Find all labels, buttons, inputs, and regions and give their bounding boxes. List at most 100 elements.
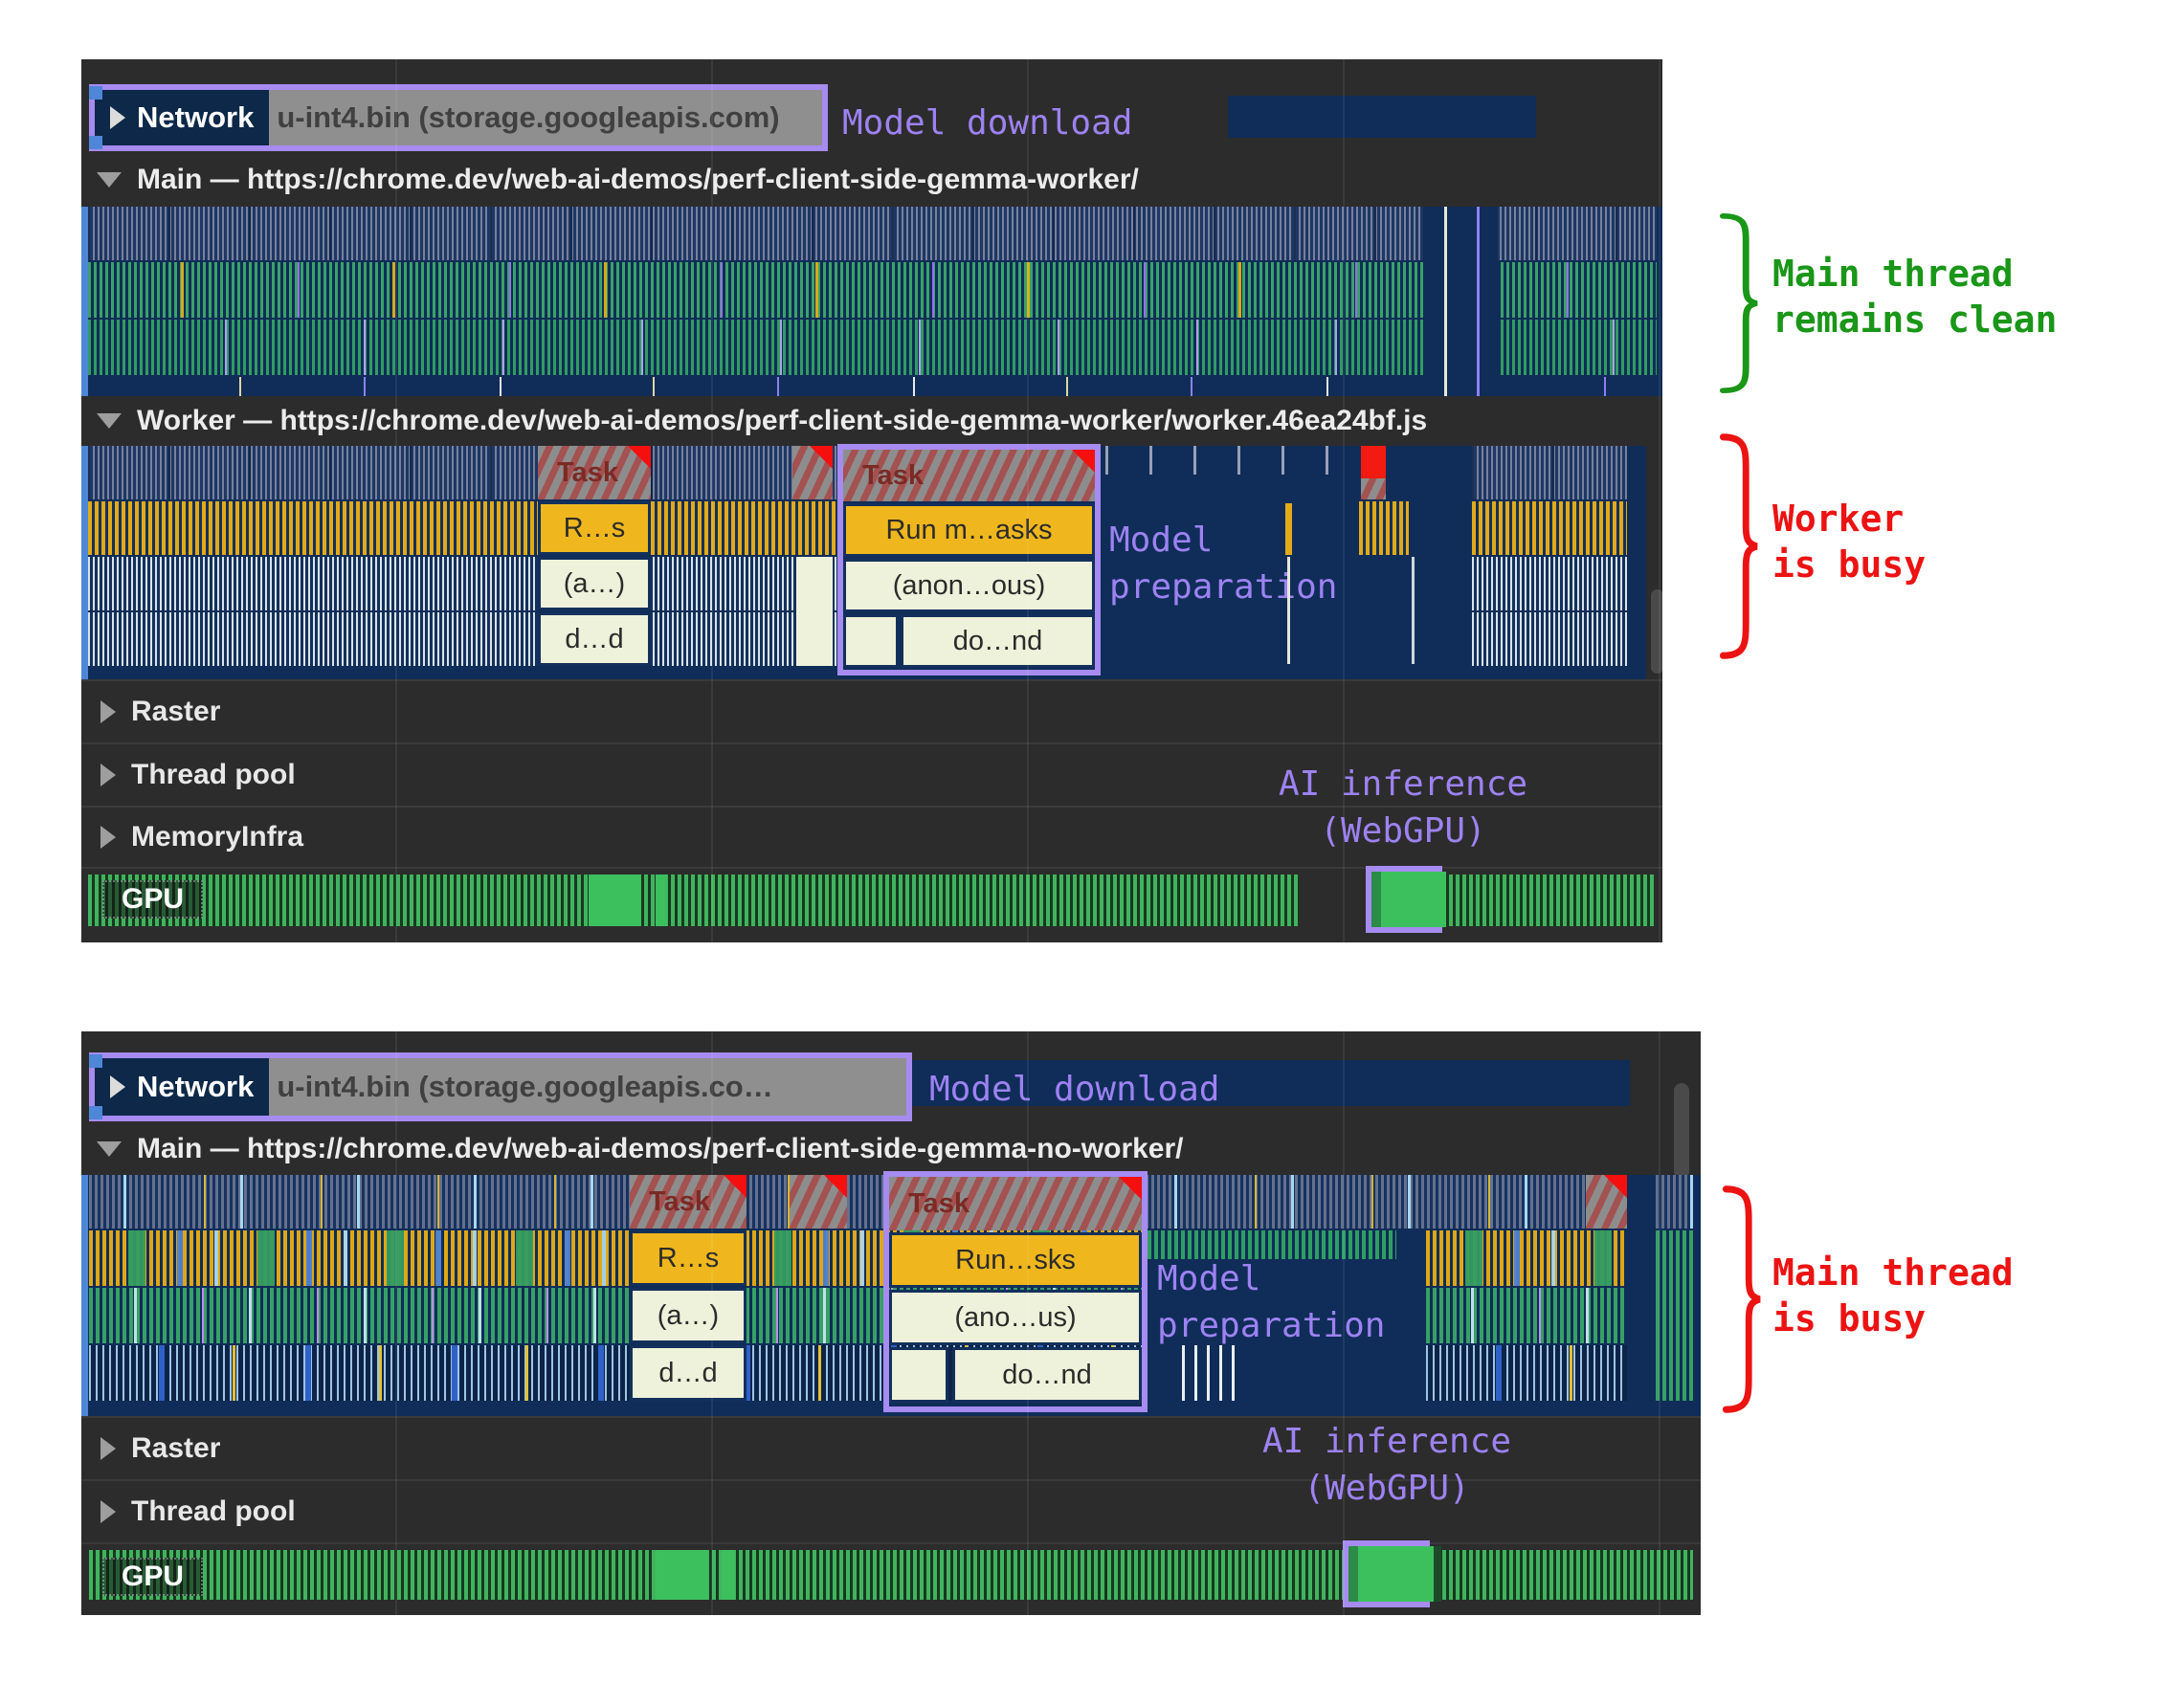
main-stripes-row1[interactable] [89, 1175, 1627, 1229]
gpu-activity-bar[interactable] [1442, 875, 1655, 926]
gpu-activity-bar[interactable] [89, 1550, 1693, 1600]
worker-stripes-row3[interactable] [1472, 557, 1627, 610]
long-task-block[interactable]: Task [630, 1175, 747, 1229]
worker-stripes-row3[interactable] [88, 557, 843, 610]
long-task-block-small[interactable] [790, 1175, 847, 1229]
expand-triangle-icon[interactable] [100, 764, 116, 786]
network-request-bar[interactable] [1228, 96, 1536, 138]
worker-stripes-row2[interactable] [88, 501, 843, 555]
network-track-selection-box[interactable]: Network u-int4.bin (storage.googleapis.c… [88, 84, 828, 151]
raster-track[interactable]: Raster [81, 1416, 1701, 1479]
ai-inference-callout: AI inference (WebGPU) [1261, 1422, 1512, 1508]
task-label: Task [557, 456, 618, 488]
scrollbar-thumb[interactable] [1674, 1083, 1689, 1179]
worker-cream-cell[interactable] [796, 557, 833, 666]
white-tick [1287, 557, 1290, 664]
do-fn-bar[interactable]: d…d [630, 1345, 747, 1401]
collapse-triangle-icon[interactable] [97, 1141, 122, 1157]
gpu-track[interactable]: GPU [81, 1540, 1701, 1609]
selected-task-popup[interactable]: Task Run m…asks (anon…ous) do…nd [837, 444, 1101, 675]
gpu-track[interactable]: GPU [81, 866, 1662, 933]
do-fn-bar[interactable]: do…nd [901, 614, 1095, 668]
main-thread-header[interactable]: Main — https://chrome.dev/web-ai-demos/p… [81, 153, 1662, 207]
network-track-selection-box[interactable]: Network u-int4.bin (storage.googleapis.c… [88, 1052, 912, 1121]
expand-triangle-icon[interactable] [110, 106, 125, 129]
main-stripes-row1[interactable] [1656, 1175, 1693, 1229]
white-tick [1412, 557, 1415, 664]
long-task-block[interactable]: Task [538, 446, 651, 499]
long-task-block[interactable]: Task [843, 450, 1095, 501]
worker-stripes-row2[interactable] [1472, 501, 1627, 555]
worker-stripes-row4[interactable] [1472, 612, 1627, 666]
thread-pool-track[interactable]: Thread pool [81, 742, 1662, 806]
main-thread-header[interactable]: Main — https://chrome.dev/web-ai-demos/p… [81, 1123, 1701, 1175]
gpu-solid-block[interactable] [656, 1550, 708, 1600]
expand-triangle-icon[interactable] [100, 1500, 116, 1523]
collapse-triangle-icon[interactable] [97, 413, 122, 429]
network-request-name: u-int4.bin (storage.googleapis.com) [277, 100, 780, 134]
collapse-triangle-icon[interactable] [97, 172, 122, 188]
anonymous-fn-bar[interactable]: (a…) [630, 1288, 747, 1343]
worker-thread-header[interactable]: Worker — https://chrome.dev/web-ai-demos… [81, 396, 1662, 446]
thread-pool-track[interactable]: Thread pool [81, 1479, 1701, 1542]
gpu-solid-block[interactable] [722, 1550, 735, 1600]
main-activity-stripes-row1[interactable] [88, 207, 1657, 260]
network-request-bar[interactable] [912, 1060, 1630, 1106]
main-activity-stripes-row3[interactable] [88, 320, 1657, 375]
main-thread-clean-note: Main thread remains clean [1772, 253, 2058, 341]
run-tasks-bar[interactable]: Run…sks [889, 1232, 1142, 1288]
blank-fn-bar[interactable] [843, 614, 899, 668]
long-task-block-small[interactable] [792, 446, 833, 499]
run-tasks-bar[interactable]: Run m…asks [843, 503, 1095, 557]
network-track-toggle[interactable]: Network [88, 1054, 270, 1119]
blank-fn-bar[interactable] [889, 1347, 948, 1403]
brace-icon [1719, 212, 1758, 394]
anonymous-fn-bar[interactable]: (anon…ous) [843, 559, 1095, 612]
run-tasks-bar[interactable]: R…s [538, 501, 651, 555]
anonymous-fn-bar[interactable]: (ano…us) [889, 1290, 1142, 1345]
worker-stripes-row1[interactable] [1472, 446, 1627, 499]
white-ticks [1182, 1345, 1241, 1401]
gpu-inference-block[interactable] [1348, 1546, 1441, 1602]
gpu-activity-bar[interactable] [88, 875, 1299, 926]
ai-inference-selection-box[interactable] [1343, 1540, 1441, 1607]
brace-icon [1722, 1185, 1761, 1413]
gpu-solid-block[interactable] [656, 875, 667, 926]
expand-triangle-icon[interactable] [110, 1075, 125, 1098]
raster-track[interactable]: Raster [81, 679, 1662, 742]
do-fn-bar[interactable]: d…d [538, 612, 651, 666]
main-thread-flame-chart[interactable]: Model preparation Task R…s (a…) d…d Task… [81, 1171, 1701, 1416]
gpu-track-label: GPU [102, 880, 204, 919]
selected-task-popup[interactable]: Task Run…sks (ano…us) do…nd [883, 1171, 1148, 1412]
anonymous-fn-bar[interactable]: (a…) [538, 557, 651, 610]
memory-infra-track[interactable]: MemoryInfra [81, 806, 1662, 867]
raster-track-label: Raster [131, 696, 221, 727]
gpu-inference-block[interactable] [1371, 872, 1446, 927]
gpu-solid-block[interactable] [589, 875, 641, 926]
main-thread-flame-chart[interactable] [81, 207, 1662, 396]
run-tasks-bar[interactable]: R…s [630, 1230, 747, 1286]
network-track-toggle[interactable]: Network [88, 86, 270, 149]
scrollbar-thumb[interactable] [1651, 589, 1662, 674]
long-task-block-small[interactable] [1586, 1175, 1627, 1229]
thread-pool-track-label: Thread pool [131, 1495, 296, 1527]
worker-stripes-row4[interactable] [88, 612, 843, 666]
expand-triangle-icon[interactable] [100, 700, 116, 723]
main-activity-stripes-row2[interactable] [88, 262, 1657, 318]
expand-triangle-icon[interactable] [100, 826, 116, 849]
ai-inference-selection-box[interactable] [1366, 866, 1446, 933]
worker-stripes-row1[interactable] [88, 446, 843, 499]
main-stripes-right-edge[interactable] [1656, 1230, 1693, 1401]
main-stripes-row4[interactable] [1426, 1345, 1627, 1401]
main-activity-stripes-row4[interactable] [88, 377, 1657, 396]
network-request-name: u-int4.bin (storage.googleapis.co… [277, 1070, 773, 1103]
main-thread-title: Main — https://chrome.dev/web-ai-demos/p… [137, 1133, 1184, 1164]
main-thread-title: Main — https://chrome.dev/web-ai-demos/p… [137, 164, 1139, 195]
long-task-marker [1361, 446, 1386, 478]
do-fn-bar[interactable]: do…nd [952, 1347, 1142, 1403]
main-stripes-row3[interactable] [1426, 1288, 1627, 1343]
main-stripes-row2[interactable] [1426, 1230, 1627, 1286]
long-task-block[interactable]: Task [889, 1177, 1142, 1230]
expand-triangle-icon[interactable] [100, 1437, 116, 1460]
worker-thread-flame-chart[interactable]: Task R…s (a…) d…d Task Run m…asks (anon…… [81, 444, 1646, 679]
